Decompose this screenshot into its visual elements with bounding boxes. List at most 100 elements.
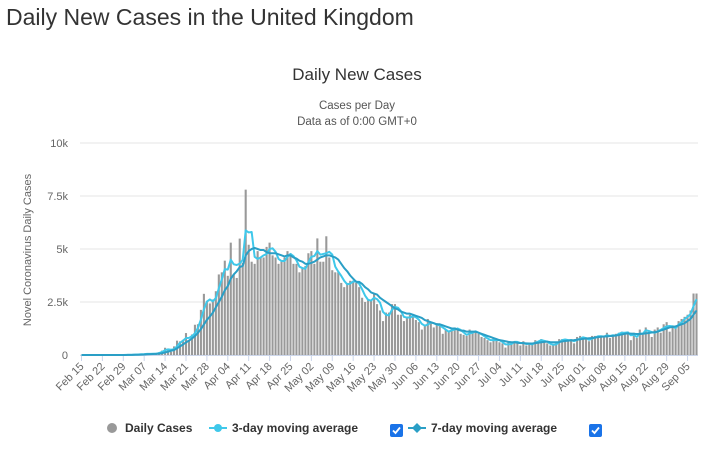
bar [355,282,358,355]
bar [555,342,558,355]
legend-label: Daily Cases [125,421,193,435]
bar [253,263,256,355]
bar [605,332,608,355]
bar [599,335,603,355]
bar [304,265,307,355]
bar [540,339,543,355]
checkbox[interactable] [390,424,403,437]
bar [313,263,316,355]
bar [632,332,635,355]
legend-item[interactable]: 7-day moving average [408,421,557,435]
bar [483,338,486,355]
legend-item[interactable]: Daily Cases [107,421,193,435]
bar [322,261,325,355]
bar [480,336,483,355]
line [81,246,698,356]
bar [178,341,182,355]
bar [546,343,549,355]
bar [319,261,322,355]
bar [283,257,286,355]
bar [256,251,259,355]
bar [232,274,235,355]
bar [411,316,414,355]
bar [680,318,683,355]
bar [486,340,489,355]
bar [298,272,301,355]
bar [573,343,576,355]
bar [289,253,292,355]
bar [626,331,629,355]
bar [435,323,438,355]
bar [602,336,606,355]
bar [361,297,364,355]
bar [432,327,435,355]
bar [247,244,250,355]
bar [170,351,173,355]
bar [495,340,498,355]
bar [647,331,650,355]
bar [402,321,405,355]
bar [537,341,540,355]
bar [447,331,450,355]
bar [659,332,662,355]
legend-symbol [107,423,117,433]
bar [367,299,370,355]
bar [584,339,588,355]
bar [235,277,238,355]
legend-symbol [412,423,422,433]
bar [465,335,468,355]
bar [295,263,298,355]
bar [420,329,423,355]
bar [543,342,546,355]
bar [229,242,232,355]
checkbox[interactable] [589,424,602,437]
bar [217,274,220,355]
bar [277,263,280,355]
bar [468,329,471,355]
bar [352,280,355,355]
bar [399,314,402,355]
bar [250,261,253,355]
bar [525,345,528,355]
legend-symbol [214,424,222,432]
bar [629,340,632,355]
bar [504,347,507,355]
bar [522,341,525,355]
bar [193,324,196,355]
y-tick-label: 0 [62,350,68,362]
bar [310,251,313,355]
bar [474,331,477,355]
y-tick-label: 7.5k [47,191,68,203]
bar [265,246,268,355]
bar [665,322,668,355]
checkmark [591,426,600,435]
bar [671,325,674,355]
bar [208,303,211,355]
bar [641,333,644,355]
bar [384,312,388,355]
bar [181,339,185,355]
bar [381,321,385,355]
bar [674,327,677,355]
legend-item[interactable]: 3-day moving average [209,421,358,435]
bar [370,299,373,355]
bar [453,327,456,355]
bar [408,314,411,355]
bar [405,316,408,355]
bar [593,335,597,355]
bar [271,255,274,355]
bar [280,261,283,355]
bar [220,272,223,355]
bar [334,272,337,355]
bar [223,260,226,355]
bar [570,339,573,355]
bar [328,257,331,355]
bar [274,257,277,355]
bar [644,327,647,355]
bar [316,238,319,355]
bar [241,262,244,355]
y-tick-label: 5k [56,244,68,256]
bar [582,339,585,355]
bar [492,338,495,355]
bar [558,339,561,355]
